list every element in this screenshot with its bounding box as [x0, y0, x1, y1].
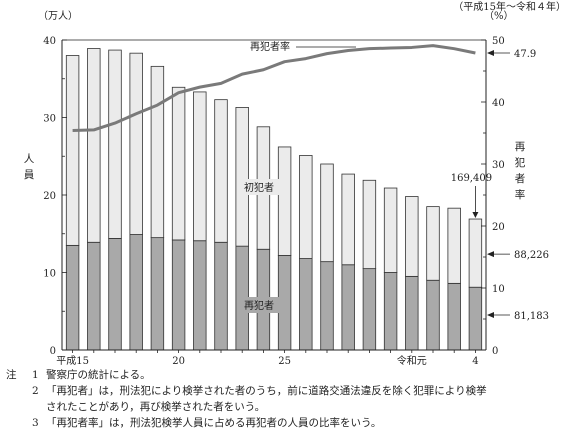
y-left-unit: （万人） — [38, 10, 78, 22]
chart: 0 10 20 30 40 0 10 20 30 40 50 平成15 20 25 令和元 4 （万人） （平成1… — [24, 0, 566, 365]
bar-first-offender — [65, 55, 80, 246]
y-left-tick-label: 40 — [43, 36, 56, 47]
first-offender-label: 初犯者 — [244, 181, 274, 194]
period-label: （平成15年～令和４年） — [453, 0, 566, 13]
bar-repeat-offender — [108, 237, 122, 351]
bar-first-offender — [87, 48, 101, 243]
bar-first-offender — [150, 65, 165, 239]
y-right-label-char: 犯 — [515, 157, 526, 169]
first-value: 88,226 — [514, 250, 549, 261]
note-text: されたことがあり，再び検挙された者をいう。 — [46, 401, 266, 413]
repeat-offender-label: 再犯者 — [244, 300, 274, 312]
bar-repeat-offender — [447, 282, 461, 351]
bar-repeat-offender — [193, 240, 207, 351]
notes-label: 注 — [6, 369, 17, 381]
bar-first-offender — [108, 49, 122, 239]
note-text: 警察庁の統計による。 — [46, 369, 151, 381]
bar-repeat-offender — [405, 275, 419, 351]
x-tick-label: 4 — [472, 356, 478, 365]
x-tick-label: 令和元 — [397, 354, 427, 365]
y-right-label: 再犯者率 — [515, 141, 526, 201]
bar-repeat-offender — [320, 261, 334, 351]
y-right-tick-label: 50 — [492, 36, 505, 47]
bar-first-offender — [235, 107, 249, 247]
line-layer — [72, 44, 476, 133]
total-value: 169,409 — [451, 173, 492, 184]
repeat-label-bg — [238, 297, 280, 313]
bar-repeat-offender — [277, 255, 292, 351]
bar-repeat-offender — [65, 244, 80, 351]
y-left-label-char: 人 — [24, 153, 35, 165]
rate-series-label: 再犯者率 — [250, 40, 290, 53]
bar-first-offender — [405, 196, 419, 277]
bar-repeat-offender — [214, 241, 228, 351]
total-arrowhead — [472, 212, 479, 219]
y-left-tick-label: 20 — [43, 191, 56, 202]
bar-first-offender — [171, 86, 186, 241]
bar-first-offender — [447, 207, 461, 284]
bar-first-offender — [193, 91, 207, 242]
repeat-arrowhead — [487, 312, 494, 318]
bar-repeat-offender — [341, 264, 355, 351]
text-layer: 0 10 20 30 40 0 10 20 30 40 50 平成15 20 25 令和元 4 （万人） （平成1… — [24, 0, 566, 365]
bar-first-offender — [426, 206, 440, 281]
bar-repeat-offender — [426, 279, 440, 351]
y-right-label-char: 者 — [515, 173, 526, 185]
y-right-tick-label: 20 — [492, 222, 505, 233]
y-right-label-char: 再 — [515, 141, 526, 153]
y-left-label: 人員 — [24, 153, 35, 181]
y-right-tick-label: 40 — [492, 98, 505, 109]
bar-repeat-offender — [129, 234, 143, 351]
note-number: 3 — [32, 417, 39, 429]
first-arrowhead — [487, 251, 494, 258]
y-left-label-char: 員 — [24, 169, 35, 181]
bar-repeat-offender — [150, 237, 165, 351]
note-text: 「再犯者率」は，刑法犯検挙人員に占める再犯者の人員の比率をいう。 — [46, 417, 382, 429]
rate-end-value: 47.9 — [514, 49, 536, 60]
y-right-unit: （%） — [484, 10, 514, 22]
x-tick-label: 20 — [172, 356, 185, 365]
bar-repeat-offender — [362, 268, 377, 351]
x-tick-label: 25 — [278, 356, 291, 365]
bar-first-offender — [129, 52, 143, 235]
first-label-bg — [238, 179, 280, 195]
y-left-tick-label: 10 — [43, 269, 56, 280]
bar-first-offender — [468, 218, 483, 288]
y-right-tick-label: 10 — [492, 284, 505, 295]
y-left-tick-label: 0 — [50, 346, 56, 357]
rate-line — [72, 44, 476, 133]
bar-first-offender — [362, 179, 377, 270]
rate-end-arrowhead — [487, 50, 494, 57]
bar-repeat-offender — [87, 241, 101, 351]
y-right-tick-label: 30 — [492, 160, 505, 171]
bar-repeat-offender — [299, 258, 313, 351]
bar-repeat-offender — [383, 272, 398, 351]
axis-layer — [61, 39, 510, 353]
bar-first-offender — [320, 163, 334, 263]
bar-first-offender — [341, 173, 355, 266]
y-right-tick-label: 0 — [492, 346, 498, 357]
repeat-value: 81,183 — [514, 311, 549, 322]
bar-repeat-offender — [171, 239, 186, 351]
bar-first-offender — [277, 146, 292, 256]
bar-repeat-offender — [468, 286, 483, 351]
note-number: 2 — [32, 385, 39, 397]
bars-layer — [65, 48, 483, 351]
note-number: 1 — [32, 369, 39, 381]
y-right-label-char: 率 — [515, 188, 526, 201]
note-text: 「再犯者」は，刑法犯により検挙された者のうち，前に道路交通法違反を除く犯罪により… — [46, 385, 487, 397]
bar-first-offender — [214, 99, 228, 243]
y-left-tick-label: 30 — [43, 114, 56, 125]
x-tick-label: 平成15 — [56, 355, 89, 365]
bar-first-offender — [383, 187, 398, 273]
bar-first-offender — [299, 155, 313, 259]
